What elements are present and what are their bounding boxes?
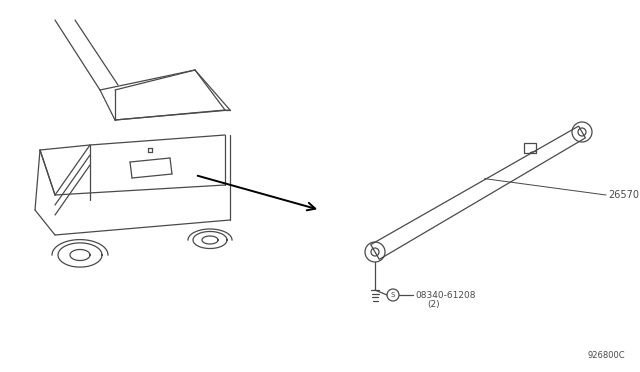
Text: 08340-61208: 08340-61208 [415,291,476,299]
Text: 26570MA: 26570MA [608,190,640,200]
Text: S: S [391,292,395,298]
Text: 926800C: 926800C [588,351,625,360]
Bar [524,142,536,153]
Text: (2): (2) [427,299,440,308]
